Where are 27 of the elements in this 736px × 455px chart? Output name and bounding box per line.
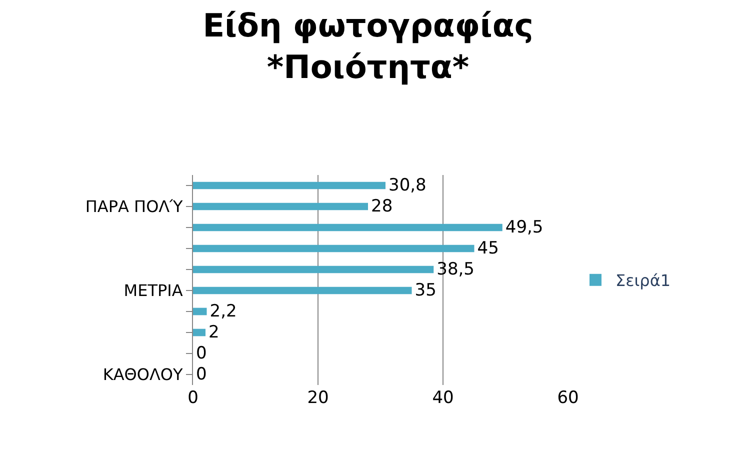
x-tick-label: 0	[188, 388, 198, 408]
bar	[193, 308, 207, 316]
data-label: 0	[196, 344, 207, 364]
x-tick-label: 40	[432, 388, 454, 408]
data-label: 35	[414, 280, 436, 301]
chart-title: Είδη φωτογραφίας *Ποιότητα*	[202, 6, 534, 86]
x-tick-label: 60	[557, 388, 579, 408]
data-label: 30,8	[388, 176, 426, 196]
y-tick-label: ΚΑΘΟΛΟΥ	[102, 365, 184, 384]
data-label: 0	[196, 364, 207, 385]
bar	[193, 286, 412, 294]
legend-label: Σειρά1	[616, 271, 671, 290]
data-label: 49,5	[505, 218, 544, 238]
data-label: 2,2	[210, 301, 237, 322]
data-label: 38,5	[436, 260, 474, 280]
bar	[193, 202, 368, 210]
bar	[193, 182, 386, 190]
data-label: 2	[208, 322, 220, 342]
x-tick-label: 20	[307, 388, 329, 408]
y-tick-label: ΠΑΡΑ ΠΟΛΎ	[85, 197, 184, 216]
bar	[193, 266, 434, 274]
y-tick-label: ΜΕΤΡΙΑ	[124, 281, 183, 300]
data-label: 45	[477, 238, 499, 259]
bar	[193, 328, 206, 336]
data-label: 28	[371, 196, 393, 216]
bar	[193, 244, 474, 252]
bar	[193, 224, 502, 232]
